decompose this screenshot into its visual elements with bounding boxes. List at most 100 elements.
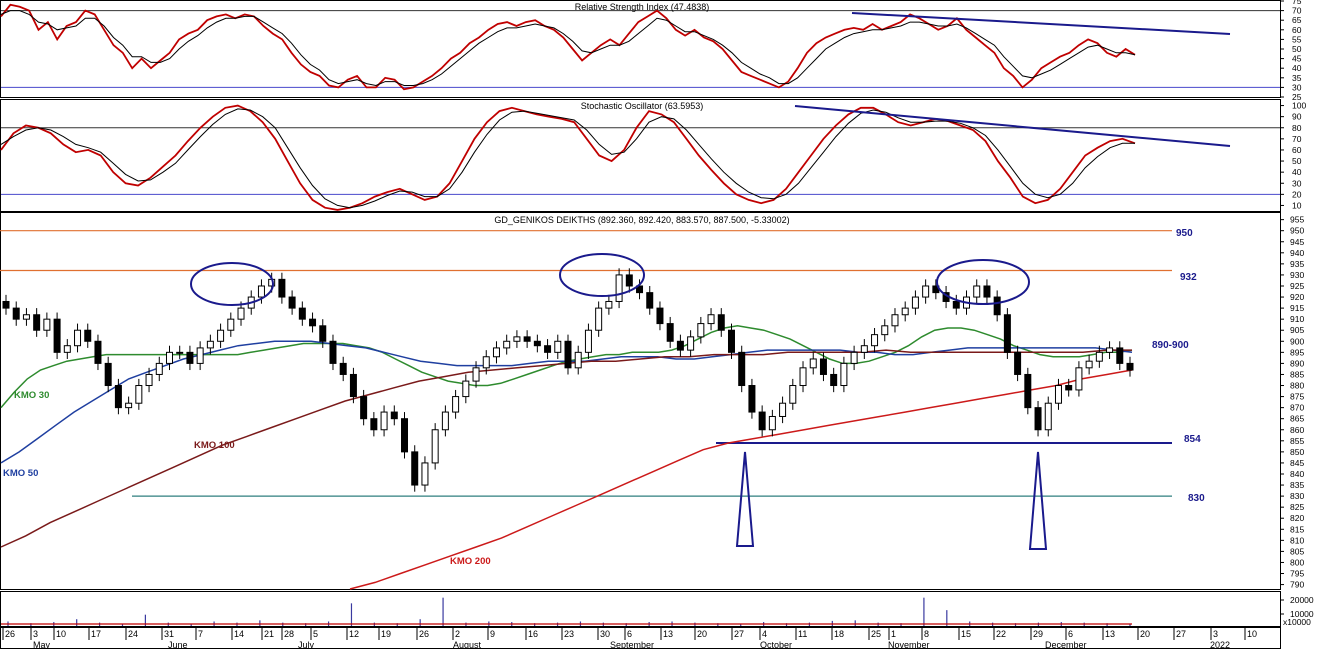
candle-body bbox=[533, 340, 541, 347]
price-tick-label: 890 bbox=[1290, 358, 1304, 368]
x-axis-labels: 26 3 10 17 24 31 7 14 21 28 5 12 19 26 2 9 16 23 30 6 13 20 27… bbox=[2, 627, 1257, 649]
day-label: 13 bbox=[663, 629, 673, 639]
candle-body bbox=[615, 274, 623, 302]
rsi-tick-label: 45 bbox=[1292, 54, 1302, 64]
day-label: 9 bbox=[490, 629, 495, 639]
kmo100-label: KMO 100 bbox=[194, 440, 235, 451]
price-tick-label: 910 bbox=[1290, 314, 1304, 324]
volume-tick-label: 10000 bbox=[1290, 609, 1314, 619]
support-arrow bbox=[1028, 451, 1048, 550]
day-label: 18 bbox=[834, 629, 844, 639]
candle-body bbox=[574, 351, 582, 369]
highlight-ellipse bbox=[936, 259, 1030, 305]
candle-body bbox=[738, 351, 746, 387]
level-label-932: 932 bbox=[1180, 272, 1197, 283]
stochastic-trendline bbox=[794, 105, 1231, 147]
rsi-tick-label: 35 bbox=[1292, 73, 1302, 83]
price-title: GD_GENIKOS DEIKTHS (892.360, 892.420, 88… bbox=[494, 215, 789, 225]
candle-body bbox=[217, 329, 225, 342]
month-label: November bbox=[888, 640, 930, 649]
moving-average-line bbox=[0, 349, 1132, 548]
candle-body bbox=[564, 340, 572, 369]
candle-body bbox=[1003, 314, 1011, 353]
candle-body bbox=[973, 285, 981, 298]
candle-body bbox=[492, 347, 500, 358]
candle-body bbox=[799, 367, 807, 387]
month-label: July bbox=[298, 640, 315, 649]
price-tick-label: 945 bbox=[1290, 237, 1304, 247]
candle-body bbox=[911, 296, 919, 309]
candle-body bbox=[431, 429, 439, 464]
price-tick-label: 840 bbox=[1290, 469, 1304, 479]
volume-panel bbox=[0, 591, 1281, 627]
candle-body bbox=[12, 307, 20, 320]
candle-body bbox=[1106, 347, 1114, 353]
candle-body bbox=[819, 358, 827, 375]
day-label: 19 bbox=[381, 629, 391, 639]
kmo50-label: KMO 50 bbox=[3, 468, 38, 479]
stochastic-tick-label: 10 bbox=[1292, 200, 1302, 210]
candle-body bbox=[666, 323, 674, 342]
level-label-890-900: 890-900 bbox=[1152, 340, 1189, 351]
stochastic-series-line bbox=[0, 108, 1135, 209]
support-arrow bbox=[735, 451, 755, 547]
highlight-ellipse bbox=[559, 253, 645, 297]
day-label: 7 bbox=[198, 629, 203, 639]
candle-body bbox=[196, 347, 204, 364]
candle-body bbox=[288, 296, 296, 309]
candle-body bbox=[411, 451, 419, 486]
candle-body bbox=[901, 307, 909, 316]
stochastic-panel bbox=[0, 99, 1281, 212]
candle-body bbox=[43, 318, 51, 331]
stochastic-tick-label: 70 bbox=[1292, 134, 1302, 144]
candle-body bbox=[380, 411, 388, 431]
candle-body bbox=[278, 278, 286, 298]
price-tick-label: 885 bbox=[1290, 369, 1304, 379]
price-tick-label: 835 bbox=[1290, 480, 1304, 490]
month-label: 2022 bbox=[1210, 640, 1230, 649]
candle-body bbox=[779, 402, 787, 417]
candle-body bbox=[881, 325, 889, 336]
day-label: 14 bbox=[234, 629, 244, 639]
stochastic-tick-label: 80 bbox=[1292, 123, 1302, 133]
candle-body bbox=[595, 307, 603, 331]
candle-body bbox=[370, 418, 378, 431]
moving-average-line bbox=[349, 369, 1133, 590]
rsi-series-line bbox=[0, 3, 1136, 91]
level-label-854: 854 bbox=[1184, 434, 1201, 445]
day-label: 6 bbox=[1068, 629, 1073, 639]
day-label: 31 bbox=[164, 629, 174, 639]
price-tick-label: 855 bbox=[1290, 436, 1304, 446]
price-tick-label: 845 bbox=[1290, 458, 1304, 468]
candle-body bbox=[860, 345, 868, 353]
rsi-title: Relative Strength Index (47.4838) bbox=[575, 2, 710, 12]
price-tick-label: 795 bbox=[1290, 569, 1304, 579]
candle-body bbox=[472, 367, 480, 382]
day-label: 2 bbox=[455, 629, 460, 639]
candle-body bbox=[452, 396, 460, 413]
candle-body bbox=[114, 385, 122, 409]
rsi-tick-label: 75 bbox=[1292, 0, 1302, 6]
candle-body bbox=[421, 462, 429, 486]
candle-body bbox=[1054, 385, 1062, 404]
candle-body bbox=[707, 314, 715, 325]
candle-body bbox=[63, 345, 71, 353]
candle-body bbox=[717, 314, 725, 331]
day-label: 15 bbox=[961, 629, 971, 639]
candle-body bbox=[922, 285, 930, 298]
day-label: 20 bbox=[1140, 629, 1150, 639]
price-panel bbox=[0, 212, 1281, 590]
candle-body bbox=[1116, 347, 1124, 364]
day-label: 30 bbox=[600, 629, 610, 639]
candle-body bbox=[329, 340, 337, 364]
price-tick-label: 950 bbox=[1290, 226, 1304, 236]
rsi-tick-label: 65 bbox=[1292, 15, 1302, 25]
day-label: 10 bbox=[56, 629, 66, 639]
candle-body bbox=[646, 292, 654, 309]
month-label: May bbox=[33, 640, 51, 649]
price-tick-label: 870 bbox=[1290, 403, 1304, 413]
candle-body bbox=[1075, 367, 1083, 391]
day-label: 3 bbox=[33, 629, 38, 639]
stochastic-tick-label: 90 bbox=[1292, 112, 1302, 122]
candle-body bbox=[53, 318, 61, 353]
